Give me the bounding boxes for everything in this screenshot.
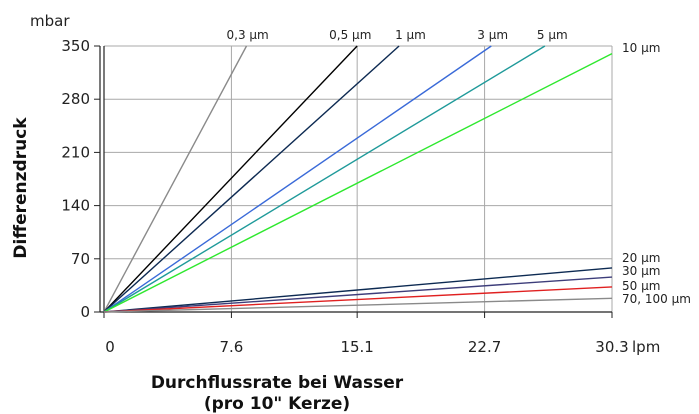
- series-label: 5 µm: [537, 28, 568, 42]
- series-lines: [103, 45, 613, 313]
- series-label: 20 µm: [622, 251, 660, 265]
- series-label: 0,3 µm: [227, 28, 269, 42]
- series-line: [103, 297, 613, 313]
- series-label: 1 µm: [395, 28, 426, 42]
- series-label: 50 µm: [622, 279, 660, 293]
- y-tick-label: 0: [80, 303, 90, 321]
- series-label: 30 µm: [622, 264, 660, 278]
- y-unit-label: mbar: [30, 12, 70, 30]
- series-line: [103, 286, 613, 313]
- x-tick-label: 7.6: [219, 338, 243, 356]
- series-line: [103, 45, 358, 313]
- series-line: [103, 45, 248, 313]
- series-line: [103, 45, 546, 313]
- grid-lines: [104, 45, 613, 312]
- x-axis-title-line2: (pro 10" Kerze): [204, 394, 350, 414]
- y-axis-title: Differenzdruck: [11, 117, 31, 259]
- x-tick-label: 22.7: [468, 338, 501, 356]
- y-tick-label: 70: [71, 250, 90, 268]
- x-tick-label: 0: [105, 338, 115, 356]
- series-line: [103, 276, 613, 313]
- x-unit-label: lpm: [632, 338, 660, 356]
- x-tick-label: 15.1: [340, 338, 373, 356]
- series-label: 70, 100 µm: [622, 292, 691, 306]
- y-tick-label: 210: [61, 143, 90, 161]
- axes: [94, 45, 613, 318]
- y-tick-label: 280: [61, 90, 90, 108]
- x-axis-title-line1: Durchflussrate bei Wasser: [151, 373, 404, 393]
- series-line: [103, 45, 400, 313]
- y-tick-label: 140: [61, 197, 90, 215]
- series-label: 10 µm: [622, 41, 660, 55]
- series-line: [103, 52, 613, 313]
- series-line: [103, 267, 613, 313]
- series-line: [103, 45, 492, 313]
- series-label: 0,5 µm: [329, 28, 371, 42]
- y-tick-label: 350: [61, 37, 90, 55]
- tick-labels: 0 70 140 210 280 350 0 7.6 15.1 22.7 30.3: [61, 37, 628, 356]
- series-label: 3 µm: [477, 28, 508, 42]
- x-tick-label: 30.3: [595, 338, 628, 356]
